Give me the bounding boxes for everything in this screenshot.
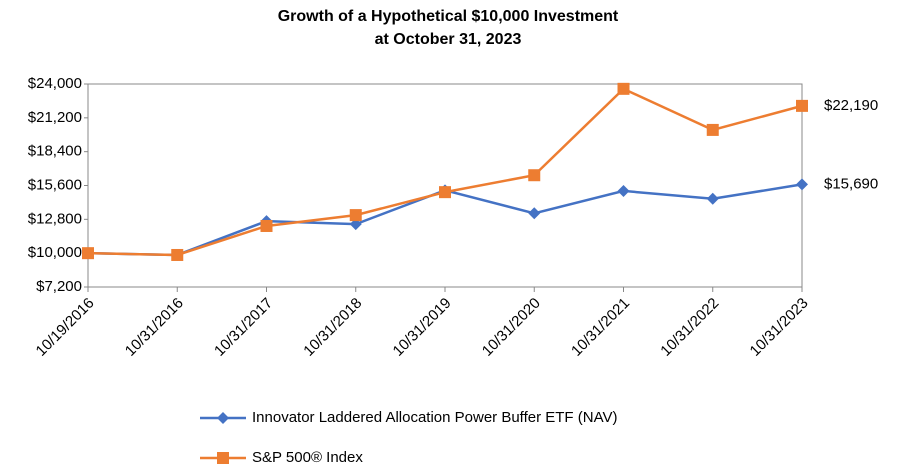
legend-marker <box>217 452 229 464</box>
y-tick-label: $10,000 <box>28 244 82 261</box>
x-tick-label: 10/31/2016 <box>122 295 187 360</box>
point <box>260 219 273 232</box>
y-tick-label: $21,200 <box>28 109 82 126</box>
y-tick-label: $7,200 <box>36 278 82 295</box>
x-tick-label: 10/31/2019 <box>390 295 455 360</box>
legend-label: S&P 500® Index <box>252 449 363 466</box>
point <box>706 192 719 205</box>
x-tick-label: 10/31/2017 <box>211 295 276 360</box>
series-line <box>87 87 803 257</box>
point <box>617 82 630 95</box>
point <box>796 178 808 191</box>
y-tick-label: $15,600 <box>28 176 82 193</box>
point <box>528 169 541 182</box>
chart-subtitle: at October 31, 2023 <box>375 31 522 48</box>
point <box>349 218 362 231</box>
data-label: $22,190 <box>824 97 878 114</box>
point <box>82 247 94 260</box>
data-label: $15,690 <box>824 175 878 192</box>
x-tick-label: 10/31/2022 <box>657 295 722 360</box>
y-tick-label: $12,800 <box>28 210 82 227</box>
chart-title: Growth of a Hypothetical $10,000 Investm… <box>278 8 619 25</box>
y-tick-label: $18,400 <box>28 143 82 160</box>
point <box>706 123 719 136</box>
point <box>528 207 541 220</box>
point <box>349 209 362 222</box>
x-tick-label: 10/31/2023 <box>747 295 812 360</box>
y-tick-label: $24,000 <box>28 75 82 92</box>
x-tick-label: 10/31/2018 <box>300 295 365 360</box>
legend-marker <box>217 412 229 424</box>
x-tick-label: 10/31/2020 <box>479 295 544 360</box>
x-tick-label: 10/31/2021 <box>568 295 633 360</box>
point <box>796 99 808 112</box>
legend-label: Innovator Laddered Allocation Power Buff… <box>252 409 617 426</box>
x-tick-label: 10/19/2016 <box>33 295 98 360</box>
point <box>617 184 630 197</box>
point <box>171 248 184 261</box>
point <box>439 186 451 199</box>
